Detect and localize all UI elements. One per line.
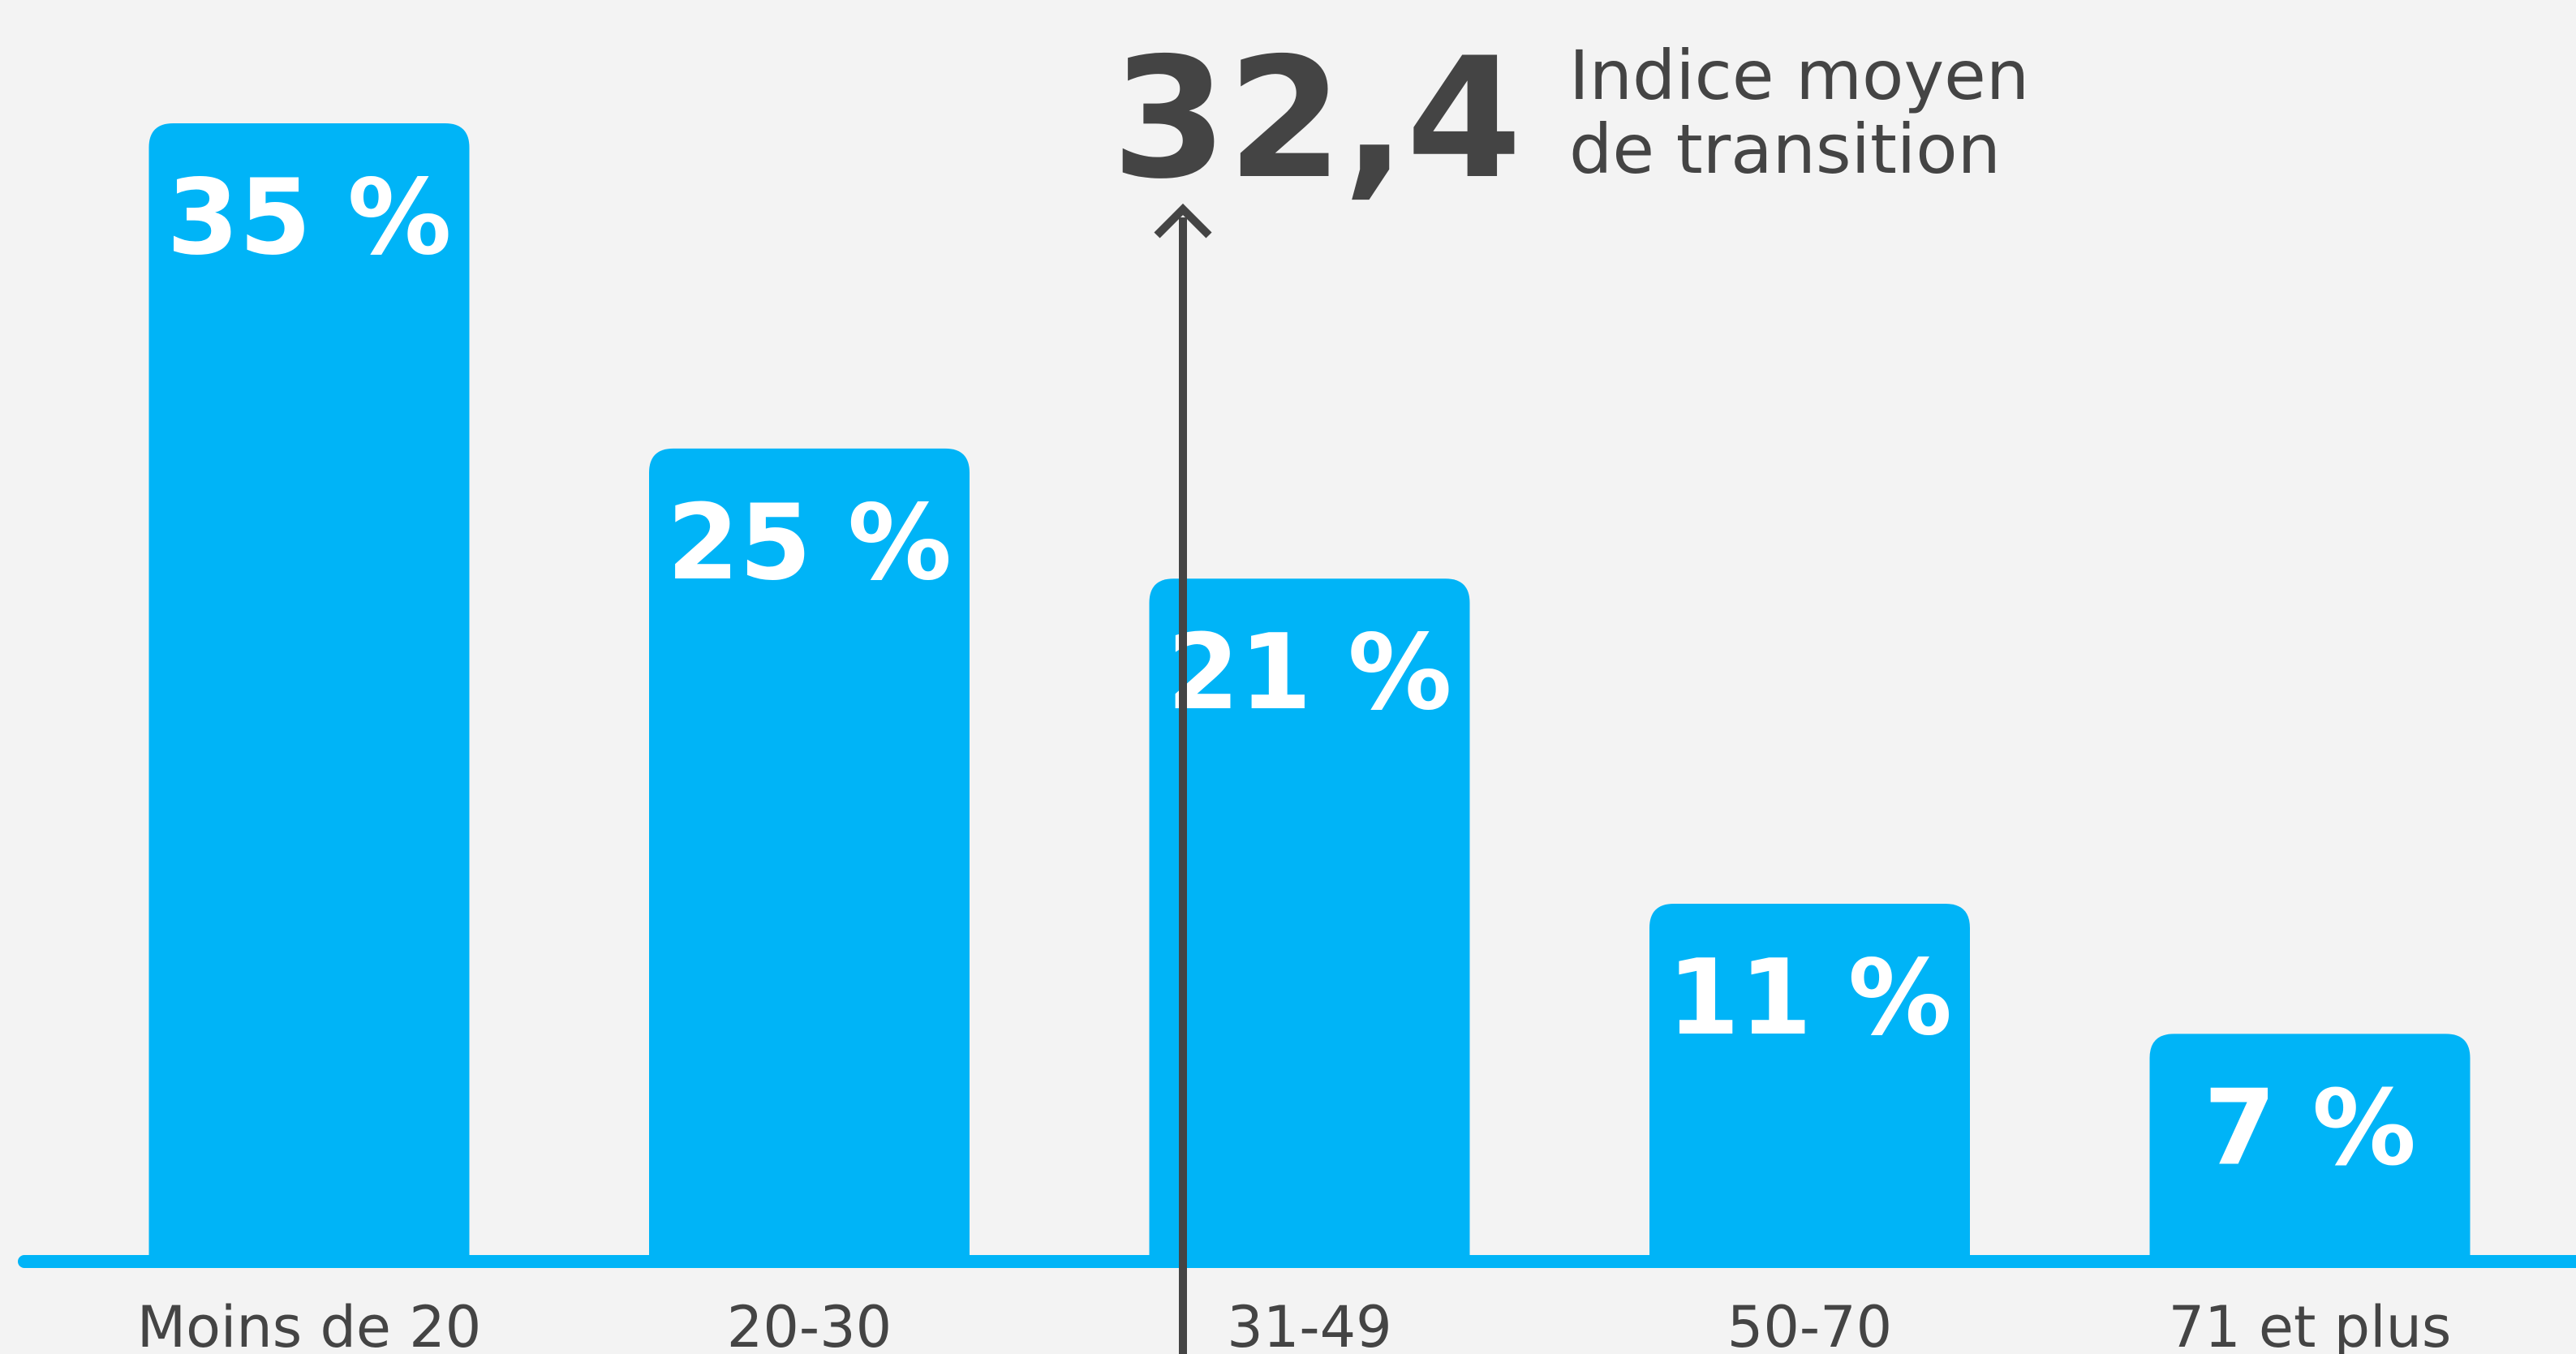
value-label: 25 % — [667, 483, 952, 604]
x-tick-label: 50-70 — [1727, 1294, 1892, 1354]
x-tick-label: 31-49 — [1227, 1294, 1391, 1354]
x-tick-label: 20-30 — [727, 1294, 892, 1354]
x-tick-label: 71 et plus — [2169, 1294, 2452, 1354]
value-label: 21 % — [1168, 613, 1452, 733]
x-tick-label: Moins de 20 — [137, 1294, 482, 1354]
annotation-value: 32,4 — [1112, 23, 1522, 216]
annotation-text: de transition — [1569, 110, 2001, 189]
bar — [1149, 578, 1470, 1262]
annotation-text: Indice moyen — [1569, 36, 2029, 115]
arrow-head — [1154, 203, 1212, 239]
bar — [148, 123, 470, 1262]
value-label: 7 % — [2204, 1068, 2416, 1189]
bar — [649, 448, 970, 1262]
value-label: 35 % — [167, 157, 452, 278]
value-label: 11 % — [1667, 938, 1952, 1059]
bar — [1649, 904, 1970, 1262]
bar — [2149, 1034, 2471, 1262]
